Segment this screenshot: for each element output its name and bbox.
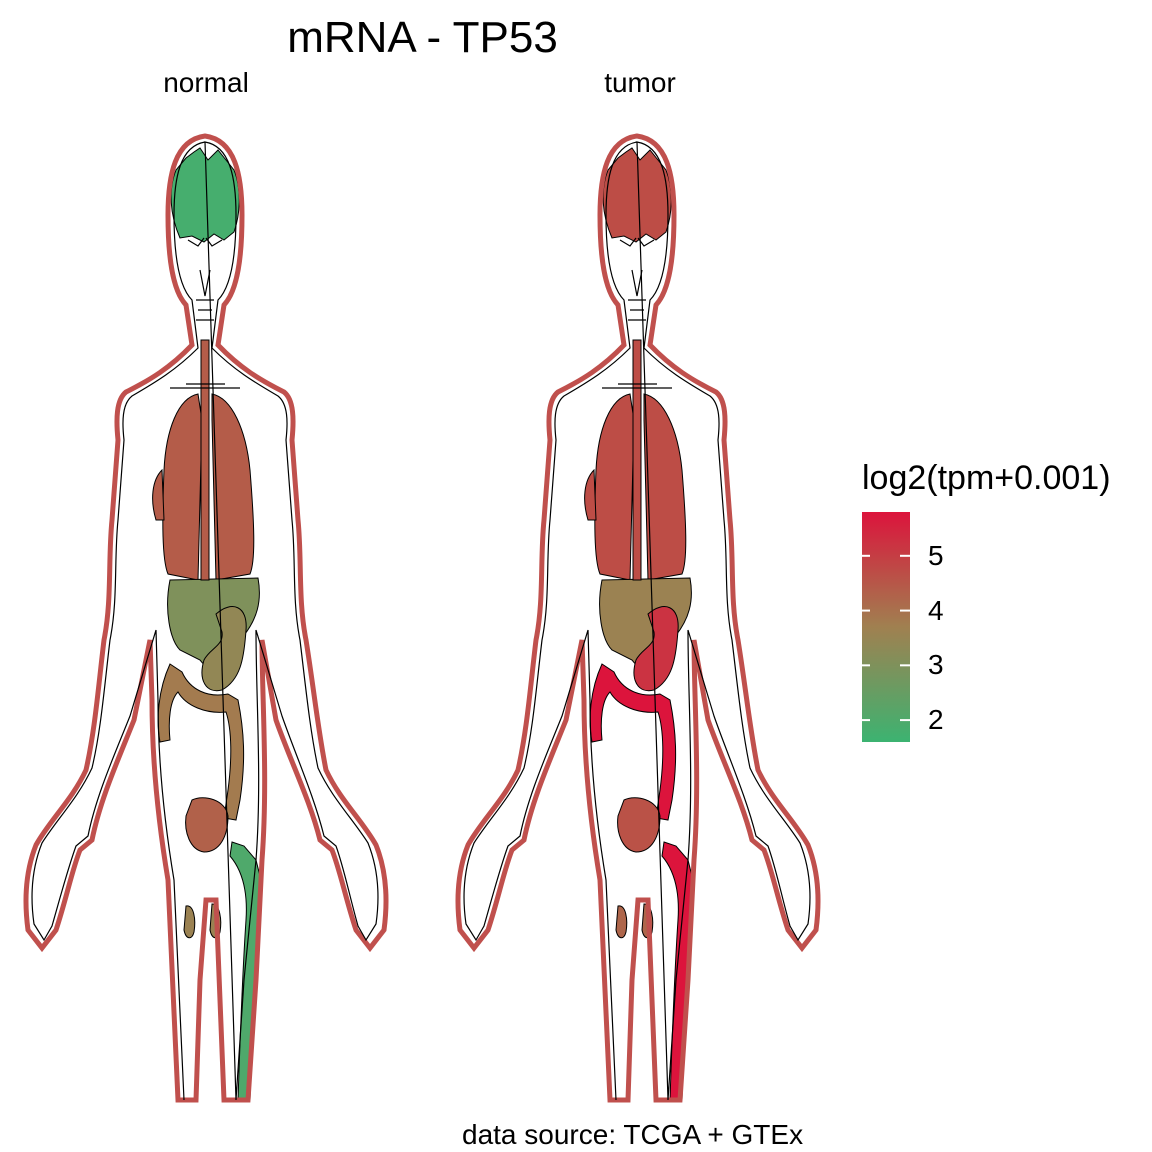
body-tumor	[455, 133, 821, 1103]
body-detail-tumor	[602, 237, 672, 389]
organ-stomach-normal	[201, 606, 247, 692]
organ-bladder-tumor	[617, 797, 661, 853]
body-outline-tumor	[455, 133, 821, 1103]
chart-title: mRNA - TP53	[287, 13, 558, 62]
trachea-tumor	[632, 339, 642, 581]
legend-tick-label: 3	[928, 649, 944, 681]
organ-colon-normal	[157, 663, 245, 821]
body-outline-normal	[23, 133, 389, 1103]
organ-lung-tumor	[643, 393, 687, 581]
trachea-normal	[200, 339, 210, 581]
organ-kidney-tumor	[615, 905, 628, 939]
body-normal	[23, 133, 389, 1103]
legend-colorbar	[862, 512, 910, 742]
legend-title: log2(tpm+0.001)	[862, 459, 1111, 497]
organ-kidney-normal	[183, 905, 196, 939]
legend-tick-label: 2	[928, 704, 944, 736]
organ-lung-normal	[211, 393, 255, 581]
data-source-caption: data source: TCGA + GTEx	[462, 1119, 804, 1150]
organ-lung-tumor	[584, 468, 597, 521]
organ-stomach-tumor	[633, 606, 679, 692]
organ-colon-tumor	[589, 663, 677, 821]
organ-bladder-normal	[185, 797, 229, 853]
colorbar-gradient	[862, 512, 910, 742]
organ-lung-tumor	[594, 393, 635, 581]
body-inner-tumor	[463, 141, 811, 1101]
organ-lung-normal	[152, 468, 165, 521]
legend-tick-label: 5	[928, 539, 944, 571]
legend-tick-label: 4	[928, 594, 944, 626]
panel-label-normal: normal	[163, 67, 249, 98]
panel-label-tumor: tumor	[604, 67, 676, 98]
body-inner-normal	[31, 141, 379, 1101]
body-detail-normal	[170, 237, 240, 389]
organ-lung-normal	[162, 393, 203, 581]
